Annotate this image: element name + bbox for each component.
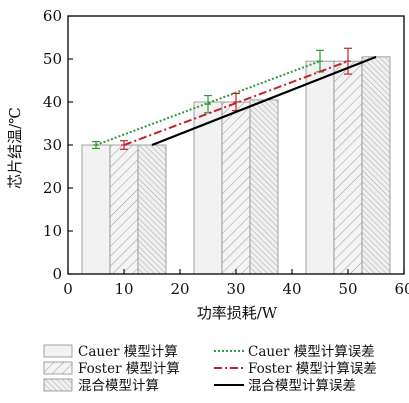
y-tick-label: 10 [43,222,62,240]
x-tick-label: 60 [394,280,409,298]
error-bar-0-0 [92,140,100,150]
bar-hatch-dense-1 [249,99,279,275]
legend-entry-line-2: 混合模型计算误差 [214,378,356,394]
bar-hatch-dense-0 [137,144,167,275]
lines-layer [92,47,377,150]
legend-entry-line-0: Cauer 模型计算误差 [214,344,375,360]
y-tick-label: 60 [43,7,62,25]
y-tick-label: 40 [43,93,62,111]
legend-label: Cauer 模型计算误差 [248,344,375,360]
error-bar-1-2 [344,47,352,75]
legend-swatch [43,361,73,375]
y-tick-label: 0 [52,265,62,283]
legend-label: 混合模型计算误差 [248,378,356,394]
y-tick-label: 30 [43,136,62,154]
x-axis-title: 功率损耗/W [197,304,278,322]
legend-swatch [43,344,73,358]
x-tick-label: 20 [170,280,189,298]
bar-plain-2 [305,60,335,275]
y-axis-title: 芯片结温/℃ [6,107,24,189]
line-series-2 [151,55,377,147]
bar-hatch-wide-1 [221,101,251,275]
legend-label: Foster 模型计算误差 [248,361,377,377]
bar-plain-0 [81,144,111,275]
x-tick-label: 40 [282,280,301,298]
legend-entry-line-1: Foster 模型计算误差 [214,361,377,377]
bar-hatch-wide-2 [333,60,363,275]
x-tick-label: 30 [226,280,245,298]
error-bar-1-0 [120,140,128,150]
legend-label: Foster 模型计算 [78,361,180,377]
bar-hatch-wide-0 [109,144,139,275]
bars-layer [81,56,391,275]
bar-plain-1 [193,101,223,275]
legend-label: 混合模型计算 [78,378,159,394]
y-tick-label: 20 [43,179,62,197]
legend-entry-bar-1: Foster 模型计算 [43,361,180,377]
x-tick-label: 10 [114,280,133,298]
legend-entry-bar-0: Cauer 模型计算 [43,344,178,360]
x-tick-label: 50 [338,280,357,298]
axes-layer: 0 10 20 30 40 50 60 0 10 20 30 40 50 60 [43,7,409,298]
bar-hatch-dense-2 [361,56,391,275]
legend-entry-bar-2: 混合模型计算 [43,378,159,394]
y-tick-label: 50 [43,50,62,68]
legend-label: Cauer 模型计算 [78,344,178,360]
x-tick-label: 0 [63,280,73,298]
legend-swatch [43,378,73,392]
